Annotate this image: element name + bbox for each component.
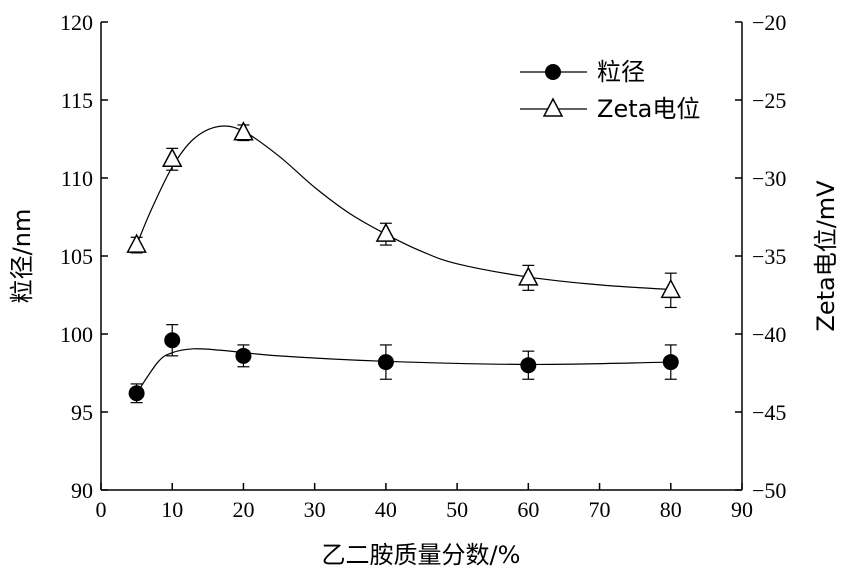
x-tick-label: 10: [161, 497, 183, 522]
data-point-triangle: [375, 222, 397, 242]
legend-marker-open-triangle: [542, 97, 564, 117]
left-y-tick-label: 115: [61, 88, 93, 113]
left-y-tick-label: 120: [60, 10, 93, 35]
left-y-tick-label: 100: [60, 322, 93, 347]
series-layer: [126, 121, 682, 404]
x-tick-label: 50: [446, 497, 468, 522]
left-y-axis-ticks: 90 95 100 105 110 115 120: [60, 10, 108, 503]
left-y-tick-label: 95: [71, 400, 93, 425]
left-y-tick-label: 105: [60, 244, 93, 269]
left-y-tick-label: 110: [61, 166, 93, 191]
series-0: [128, 324, 679, 404]
x-tick-label: 80: [660, 497, 682, 522]
data-point-triangle: [518, 266, 539, 286]
data-point-circle: [128, 385, 145, 402]
data-point-circle: [377, 354, 394, 371]
right-y-axis-title: Zeta电位/mV: [812, 180, 840, 332]
right-y-tick-label: −20: [752, 10, 786, 35]
x-tick-label: 70: [589, 497, 611, 522]
data-point-triangle: [126, 233, 147, 253]
plot-frame: [100, 22, 743, 491]
x-tick-label: 30: [304, 497, 326, 522]
data-point-circle: [164, 332, 181, 349]
legend-label-particle-size: 粒径: [597, 58, 645, 86]
legend-marker-filled-circle: [545, 64, 561, 80]
x-tick-label: 20: [232, 497, 254, 522]
data-point-circle: [662, 354, 679, 371]
legend-label-zeta: Zeta电位: [597, 95, 700, 123]
x-tick-label: 0: [96, 497, 107, 522]
data-point-circle: [235, 347, 252, 364]
left-y-axis-title: 粒径/nm: [8, 209, 36, 304]
legend: 粒径 Zeta电位: [520, 58, 700, 123]
right-y-tick-label: −30: [752, 166, 786, 191]
legend-item-zeta: Zeta电位: [520, 95, 700, 123]
right-y-tick-label: −45: [752, 400, 786, 425]
right-y-tick-label: −50: [752, 478, 786, 503]
x-tick-label: 60: [517, 497, 539, 522]
data-point-triangle: [660, 278, 682, 299]
data-point-circle: [520, 357, 537, 374]
right-y-tick-label: −25: [752, 88, 786, 113]
x-axis-title: 乙二胺质量分数/%: [322, 541, 521, 569]
data-point-triangle: [233, 121, 254, 141]
right-y-axis-ticks: −50 −45 −40 −35 −30 −25 −20: [735, 10, 786, 503]
series-fit-curve: [136, 125, 671, 291]
series-1: [126, 121, 682, 309]
data-point-triangle: [161, 147, 183, 168]
right-y-tick-label: −40: [752, 322, 786, 347]
left-y-tick-label: 90: [71, 478, 93, 503]
right-y-tick-label: −35: [752, 244, 786, 269]
x-tick-label: 40: [375, 497, 397, 522]
legend-item-particle-size: 粒径: [520, 58, 645, 86]
x-tick-label: 90: [731, 497, 753, 522]
x-axis-ticks: 0 10 20 30 40 50 60 70 80 90: [96, 483, 753, 522]
series-fit-curve: [136, 348, 671, 394]
